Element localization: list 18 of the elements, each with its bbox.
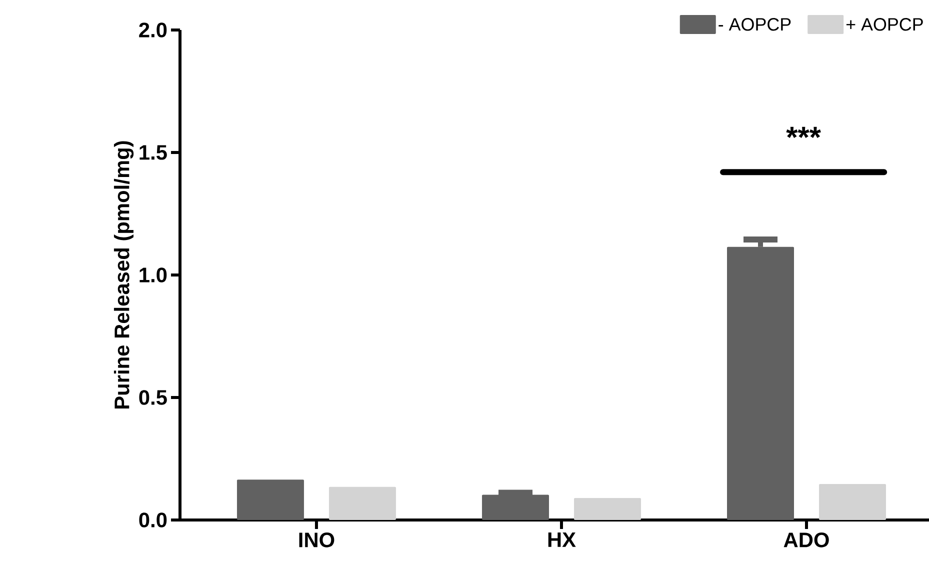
bar bbox=[482, 494, 549, 520]
bar bbox=[236, 480, 304, 520]
legend-label: - AOPCP bbox=[718, 18, 791, 31]
bar bbox=[574, 498, 641, 520]
bar bbox=[727, 246, 794, 520]
x-tick-label: INO bbox=[299, 532, 334, 548]
bar bbox=[328, 486, 396, 520]
y-tick-label: 1.0 bbox=[140, 268, 167, 282]
legend-label: + AOPCP bbox=[846, 18, 923, 31]
annotation: *** bbox=[786, 126, 821, 138]
y-axis-title: Purine Released (pmol/mg) bbox=[114, 141, 134, 408]
x-tick-label: ADO bbox=[784, 532, 829, 548]
y-tick-label: 2.0 bbox=[139, 22, 167, 38]
y-tick-label: 0.0 bbox=[139, 512, 167, 528]
y-tick-label: 0.5 bbox=[139, 390, 167, 405]
y-tick-label: 1.5 bbox=[140, 145, 167, 160]
bar bbox=[819, 484, 886, 520]
x-tick-label: HX bbox=[548, 532, 576, 547]
